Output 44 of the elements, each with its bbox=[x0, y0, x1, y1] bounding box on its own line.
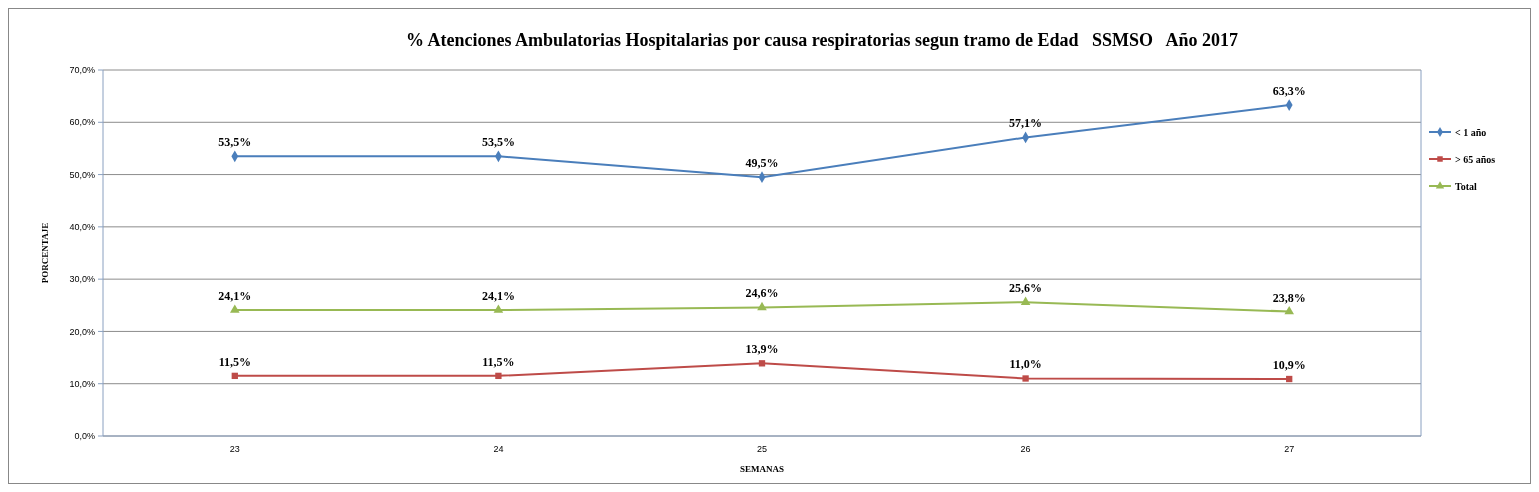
point bbox=[1286, 375, 1293, 383]
point bbox=[758, 360, 766, 367]
point bbox=[231, 372, 238, 380]
y-tick-label: 10,0% bbox=[69, 378, 95, 389]
point bbox=[1020, 296, 1031, 305]
data-label: 24,1% bbox=[481, 288, 515, 303]
y-tick-label: 70,0% bbox=[69, 65, 95, 76]
legend-label: > 65 años bbox=[1455, 153, 1496, 165]
data-label: 11,0% bbox=[1009, 357, 1042, 372]
data-label: 11,5% bbox=[218, 354, 251, 369]
chart-title: % Atenciones Ambulatorias Hospitalarias por causa respiratorias segun tramo de Edad SSMSO Año 2017 bbox=[406, 30, 1238, 50]
point bbox=[1284, 306, 1295, 315]
point bbox=[495, 372, 502, 380]
data-label: 24,1% bbox=[218, 288, 252, 303]
y-axis-title: PORCENTAJE bbox=[40, 222, 50, 284]
data-label: 24,6% bbox=[745, 286, 779, 301]
x-tick-label: 25 bbox=[756, 444, 768, 454]
data-label: 25,6% bbox=[1009, 281, 1043, 296]
legend-label: Total bbox=[1455, 180, 1478, 192]
x-tick-label: 27 bbox=[1284, 444, 1295, 454]
point bbox=[229, 304, 240, 313]
x-tick-label: 24 bbox=[493, 444, 504, 454]
data-label: 11,5% bbox=[482, 354, 515, 369]
data-label: 23,8% bbox=[1272, 290, 1306, 305]
x-tick-label: 23 bbox=[229, 444, 240, 454]
legend-label: < 1 año bbox=[1455, 126, 1487, 138]
data-label: 53,5% bbox=[218, 135, 252, 150]
x-tick-label: 26 bbox=[1020, 444, 1031, 454]
y-tick-label: 20,0% bbox=[69, 326, 95, 337]
data-label: 49,5% bbox=[745, 156, 779, 171]
data-label: 53,5% bbox=[481, 135, 515, 150]
data-label: 63,3% bbox=[1272, 84, 1306, 99]
y-tick-label: 30,0% bbox=[69, 274, 95, 285]
point bbox=[493, 304, 504, 313]
data-label: 13,9% bbox=[745, 342, 779, 357]
y-tick-label: 50,0% bbox=[69, 169, 95, 180]
x-axis-title: SEMANAS bbox=[739, 464, 785, 474]
y-tick-label: 40,0% bbox=[69, 222, 95, 233]
y-tick-label: 60,0% bbox=[69, 117, 95, 128]
y-tick-label: 0,0% bbox=[74, 431, 95, 442]
data-label: 57,1% bbox=[1009, 116, 1043, 131]
data-label: 10,9% bbox=[1272, 358, 1306, 373]
point bbox=[757, 301, 767, 311]
point bbox=[1022, 375, 1029, 382]
